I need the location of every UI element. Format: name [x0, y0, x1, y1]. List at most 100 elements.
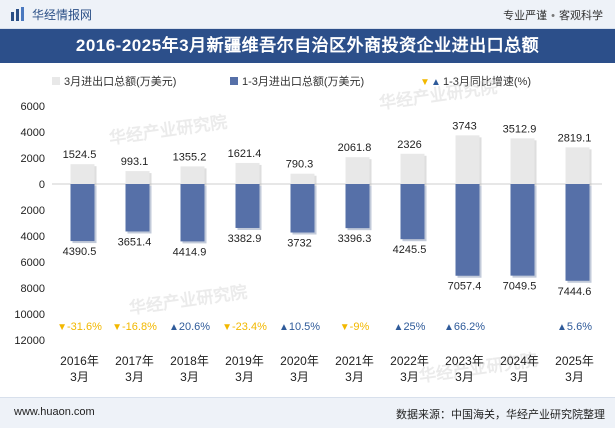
y-tick-label: 10000 [14, 309, 45, 321]
growth-label: ▲10.5% [279, 321, 320, 333]
growth-value: 10.5% [289, 321, 320, 333]
bar-cumulative [125, 184, 150, 232]
value-label-monthly: 1524.5 [63, 149, 97, 161]
growth-value: -23.4% [232, 321, 267, 333]
value-label-monthly: 1621.4 [228, 148, 262, 160]
bar-monthly [565, 147, 590, 184]
footer-source: 数据来源：中国海关，华经产业研究院整理 [396, 409, 605, 421]
y-tick-label: 8000 [21, 283, 45, 295]
y-tick-label: 6000 [21, 257, 45, 269]
value-label-monthly: 3512.9 [503, 123, 537, 135]
tagline-left: 专业严谨 [503, 10, 548, 22]
x-tick-label: 3月 [235, 370, 254, 384]
y-tick-label: 0 [39, 179, 45, 191]
legend-growth-label: 1-3月同比增速(%) [443, 74, 531, 88]
value-label-cumulative: 3732 [287, 238, 311, 250]
growth-label: ▼-9% [340, 321, 370, 333]
bar-monthly [180, 166, 205, 184]
bars [70, 135, 592, 283]
growth-label: ▲66.2% [444, 321, 485, 333]
x-tick-label: 2017年 [115, 354, 154, 368]
legend-cumulative-label: 1-3月进出口总额(万美元) [242, 74, 364, 88]
bar-cumulative [290, 184, 315, 233]
footer: www.huaon.com 数据来源：中国海关，华经产业研究院整理 [0, 397, 615, 428]
footer-url[interactable]: www.huaon.com [14, 406, 95, 418]
brand-name: 华经情报网 [32, 7, 93, 22]
bar-monthly [290, 173, 315, 184]
x-tick-label: 2018年 [170, 354, 209, 368]
value-label-cumulative: 7444.6 [558, 286, 592, 298]
bar-monthly [235, 162, 260, 184]
y-tick-label: 2000 [21, 153, 45, 165]
growth-value: -31.6% [67, 321, 102, 333]
y-tick-label: 12000 [14, 335, 45, 347]
growth-value: -16.8% [122, 321, 157, 333]
growth-up-triangle-icon: ▲ [557, 322, 567, 333]
x-tick-label: 2019年 [225, 354, 264, 368]
growth-value: -9% [350, 321, 370, 333]
bar-monthly [70, 164, 95, 184]
brand-logo-icon [11, 7, 24, 21]
growth-label: ▲5.6% [557, 321, 592, 333]
x-tick-label: 3月 [180, 370, 199, 384]
x-tick-label: 3月 [345, 370, 364, 384]
value-label-cumulative: 3396.3 [338, 233, 372, 245]
watermark-3: 华经产业研究院 [128, 282, 249, 318]
bar-cumulative [235, 184, 260, 228]
chart: 3月进出口总额(万美元) 1-3月进出口总额(万美元) ▼ ▲ 1-3月同比增速… [14, 74, 602, 386]
growth-value: 5.6% [567, 321, 592, 333]
value-label-monthly: 2326 [397, 139, 421, 151]
growth-label: ▼-16.8% [112, 321, 157, 333]
chart-title: 2016-2025年3月新疆维吾尔自治区外商投资企业进出口总额 [0, 29, 615, 63]
x-tick-label: 3月 [400, 370, 419, 384]
value-label-monthly: 1355.2 [173, 151, 207, 163]
legend-monthly-label: 3月进出口总额(万美元) [64, 74, 176, 88]
growth-down-triangle-icon: ▼ [112, 322, 122, 333]
y-tick-label: 4000 [21, 231, 45, 243]
x-tick-label: 3月 [125, 370, 144, 384]
legend-down-triangle-icon: ▼ [420, 77, 430, 88]
growth-up-triangle-icon: ▲ [394, 322, 404, 333]
top-bar: 华经情报网 专业严谨 • 客观科学 [0, 0, 615, 29]
growth-down-triangle-icon: ▼ [57, 322, 67, 333]
x-tick-label: 2016年 [60, 354, 99, 368]
tagline: 专业严谨 • 客观科学 [503, 7, 603, 23]
growth-label: ▼-31.6% [57, 321, 102, 333]
value-label-cumulative: 4390.5 [63, 246, 97, 258]
growth-down-triangle-icon: ▼ [340, 322, 350, 333]
x-tick-label: 3月 [70, 370, 89, 384]
brand[interactable]: 华经情报网 [10, 5, 92, 23]
value-label-monthly: 2061.8 [338, 142, 372, 154]
x-tick-label: 2023年 [445, 354, 484, 368]
bar-cumulative [180, 184, 205, 242]
growth-value: 25% [403, 321, 425, 333]
x-tick-label: 2025年 [555, 354, 594, 368]
x-tick-label: 2022年 [390, 354, 429, 368]
growth-label: ▼-23.4% [222, 321, 267, 333]
x-tick-label: 2020年 [280, 354, 319, 368]
y-axis: 6000 4000 2000 0 2000 4000 6000 8000 10000 12000 [14, 101, 602, 347]
growth-up-triangle-icon: ▲ [169, 322, 179, 333]
x-axis-labels: 2016年 3月 2017年 3月 2018年 3月 2019年 3月 2020年 3月 2021年… [60, 354, 594, 384]
bar-monthly [455, 135, 480, 184]
bar-monthly [125, 171, 150, 184]
y-tick-label: 4000 [21, 127, 45, 139]
growth-label: ▲20.6% [169, 321, 210, 333]
growth-up-triangle-icon: ▲ [279, 322, 289, 333]
x-tick-label: 3月 [510, 370, 529, 384]
x-tick-label: 3月 [565, 370, 584, 384]
bar-cumulative [510, 184, 535, 276]
value-label-monthly: 993.1 [121, 156, 149, 168]
tagline-right: 客观科学 [559, 10, 603, 22]
growth-up-triangle-icon: ▲ [444, 322, 454, 333]
watermark-1: 华经产业研究院 [108, 112, 229, 148]
value-label-monthly: 3743 [452, 120, 476, 132]
y-tick-label: 2000 [21, 205, 45, 217]
value-label-cumulative: 3382.9 [228, 233, 262, 245]
growth-label: ▲25% [394, 321, 426, 333]
value-label-cumulative: 3651.4 [118, 236, 152, 248]
value-label-monthly: 2819.1 [558, 132, 592, 144]
y-tick-label: 6000 [21, 101, 45, 113]
value-label-cumulative: 4245.5 [393, 244, 427, 256]
bar-monthly [510, 138, 535, 184]
